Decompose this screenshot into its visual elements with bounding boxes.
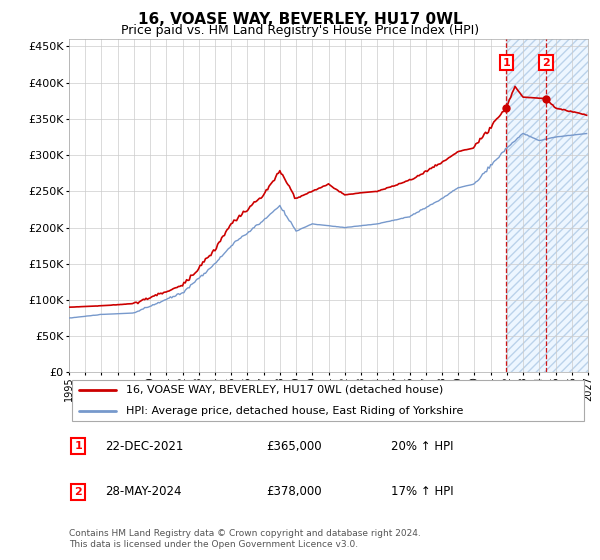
Text: 1: 1 [74, 441, 82, 451]
Text: £378,000: £378,000 [266, 485, 322, 498]
Text: Price paid vs. HM Land Registry's House Price Index (HPI): Price paid vs. HM Land Registry's House … [121, 24, 479, 36]
Text: 20% ↑ HPI: 20% ↑ HPI [391, 440, 453, 453]
Text: Contains HM Land Registry data © Crown copyright and database right 2024.
This d: Contains HM Land Registry data © Crown c… [69, 529, 421, 549]
Text: HPI: Average price, detached house, East Riding of Yorkshire: HPI: Average price, detached house, East… [126, 407, 463, 416]
Text: 1: 1 [503, 58, 510, 68]
Text: 28-MAY-2024: 28-MAY-2024 [106, 485, 182, 498]
Bar [506, 39, 588, 372]
Text: 16, VOASE WAY, BEVERLEY, HU17 0WL (detached house): 16, VOASE WAY, BEVERLEY, HU17 0WL (detac… [126, 385, 443, 395]
Text: £365,000: £365,000 [266, 440, 322, 453]
Text: 2: 2 [542, 58, 550, 68]
Text: 16, VOASE WAY, BEVERLEY, HU17 0WL: 16, VOASE WAY, BEVERLEY, HU17 0WL [137, 12, 463, 27]
FancyBboxPatch shape [71, 380, 584, 421]
Text: 2: 2 [74, 487, 82, 497]
Text: 22-DEC-2021: 22-DEC-2021 [106, 440, 184, 453]
Bar [506, 39, 588, 372]
Text: 17% ↑ HPI: 17% ↑ HPI [391, 485, 454, 498]
